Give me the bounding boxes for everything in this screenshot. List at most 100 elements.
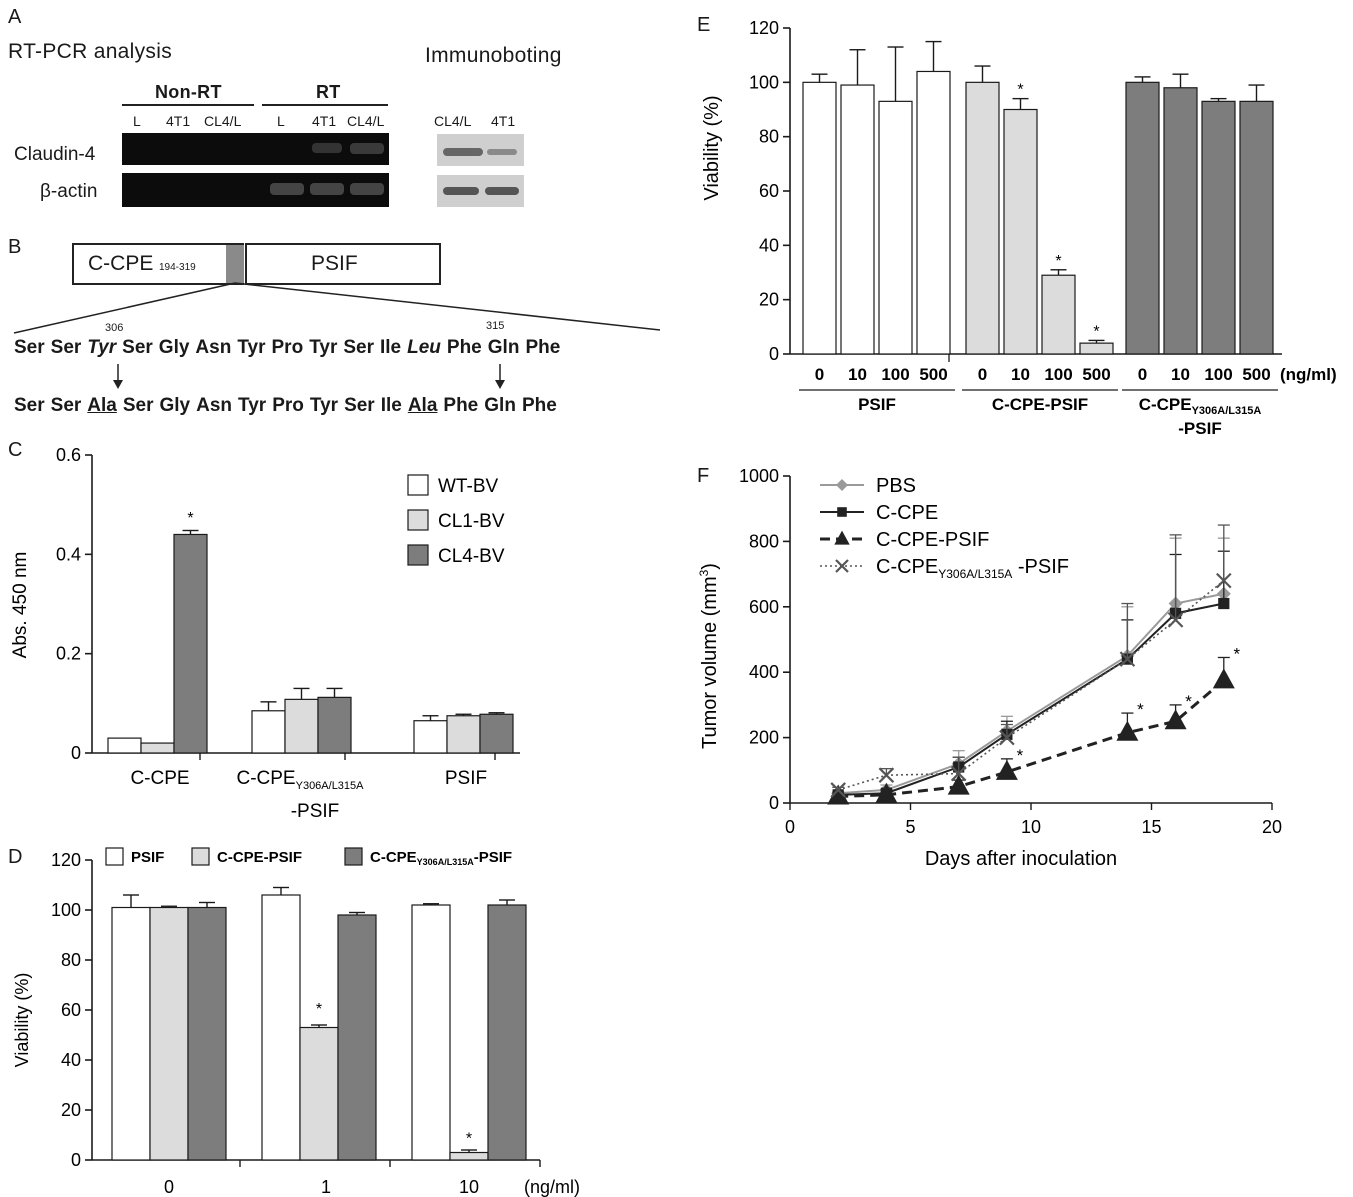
- dose-label: 100: [1204, 365, 1232, 384]
- data-point: [875, 782, 898, 803]
- legend-label: C-CPE-PSIF: [217, 849, 302, 866]
- data-point: [1116, 720, 1139, 741]
- y-tick-label: 400: [749, 662, 779, 682]
- lane-label: L: [133, 113, 141, 129]
- bar: [878, 100, 913, 355]
- wildtype-sequence: Ser Ser Tyr Ser Gly Asn Tyr Pro Tyr Ser Ile Leu Phe G…: [14, 337, 566, 359]
- construct-box-ccpe: C-CPE 194-319: [72, 243, 228, 285]
- amino-acid: Ser: [344, 395, 375, 416]
- x-category-label: 10: [459, 1177, 479, 1197]
- bar: [1163, 87, 1198, 355]
- bar: [916, 70, 951, 355]
- blot-beta-actin: [437, 175, 524, 207]
- amino-acid: Gln: [484, 395, 516, 416]
- data-point: [834, 530, 850, 545]
- bar: [1079, 342, 1114, 355]
- bar: [149, 906, 189, 1161]
- amino-acid: Leu: [407, 337, 441, 358]
- dose-label: 500: [919, 365, 947, 384]
- legend-label: PSIF: [131, 849, 164, 866]
- amino-acid: Pro: [272, 395, 304, 416]
- x-category-label: 1: [321, 1177, 331, 1197]
- linker-region: [226, 243, 244, 285]
- lane-label: 4T1: [491, 113, 516, 129]
- legend-swatch: [344, 847, 363, 866]
- data-point: [999, 729, 1015, 746]
- bar: [107, 737, 142, 754]
- y-tick-label: 80: [759, 127, 779, 147]
- series-line: [837, 580, 1225, 791]
- chart-c: 0 0.2 0.4 0.6 Abs. 450 nm * C-CPE C-CPEY306A/L3…: [10, 445, 520, 822]
- series-line: [838, 679, 1225, 798]
- bar: [140, 742, 175, 754]
- legend-swatch: [407, 509, 429, 531]
- amino-acid: Ser: [50, 395, 82, 416]
- amino-acid: Ala: [87, 395, 117, 416]
- unit-label: (ng/ml): [1280, 365, 1337, 384]
- group-label-rt: RT: [316, 82, 341, 102]
- bar: [187, 906, 227, 1161]
- amino-acid: Gly: [159, 395, 191, 416]
- position-315: 315: [486, 320, 505, 332]
- amino-acid: Ser: [343, 337, 374, 358]
- significance-star: *: [1137, 700, 1144, 719]
- bar: [802, 81, 837, 355]
- series-line: [838, 602, 1224, 796]
- data-point: [830, 782, 846, 798]
- amino-acid: Tyr: [309, 337, 338, 358]
- bar: [449, 1151, 489, 1161]
- panel-b-letter: B: [8, 236, 22, 258]
- construct-box-psif: PSIF: [245, 243, 441, 285]
- amino-acid: Tyr: [309, 395, 339, 416]
- legend-label: C-CPEY306A/L315A-PSIF: [370, 849, 512, 867]
- dose-label: 500: [1082, 365, 1110, 384]
- x-category-label: PSIF: [445, 768, 487, 789]
- y-axis-label: Abs. 450 nm: [10, 552, 31, 659]
- bar: [1125, 81, 1160, 355]
- nonrt-bracket: [122, 104, 254, 106]
- bar: [317, 696, 352, 754]
- x-category-label: C-CPEY306A/L315A: [236, 768, 364, 792]
- rt-bracket: [262, 104, 388, 106]
- amino-acid: Gln: [487, 337, 520, 358]
- y-tick-label: 0: [769, 344, 779, 364]
- bar: [111, 906, 151, 1161]
- y-tick-label: 20: [61, 1100, 81, 1120]
- legend-label: C-CPEY306A/L315A -PSIF: [876, 556, 1069, 581]
- mutant-sequence: Ser Ser Ala Ser Gly Asn Tyr Pro Tyr Ser Ile Ala Phe G…: [14, 395, 563, 417]
- chart-f: 0 200 400 600 800 1000 0 5 10 15 20 Days after inoc…: [697, 466, 1282, 870]
- y-tick-label: 100: [51, 900, 81, 920]
- x-axis-label: Days after inoculation: [925, 848, 1117, 870]
- group-label: C-CPE-PSIF: [992, 395, 1088, 414]
- amino-acid: Ile: [380, 395, 402, 416]
- ccpe-box-label: C-CPE: [88, 252, 154, 275]
- legend-label: C-CPE-PSIF: [876, 529, 989, 551]
- significance-star: *: [1185, 692, 1192, 711]
- y-tick-label: 60: [759, 181, 779, 201]
- y-tick-label: 0.2: [56, 644, 81, 664]
- data-point: [827, 784, 850, 805]
- data-point: [836, 479, 848, 491]
- significance-star: *: [466, 1131, 472, 1148]
- group-label: C-CPEY306A/L315A: [1139, 395, 1262, 417]
- amino-acid: Ser: [122, 395, 154, 416]
- y-axis-label: Tumor volume (mm3): [697, 563, 721, 749]
- bar: [261, 894, 301, 1161]
- significance-star: *: [187, 510, 193, 527]
- position-306: 306: [105, 322, 124, 334]
- panel-c-letter: C: [8, 439, 23, 461]
- gel-beta-actin: [122, 173, 389, 207]
- y-tick-label: 100: [749, 72, 779, 92]
- amino-acid: Ser: [14, 337, 45, 358]
- y-tick-label: 120: [749, 18, 779, 38]
- ccpe-box-subscript: 194-319: [159, 262, 196, 273]
- panel-a-letter: A: [8, 6, 22, 28]
- dose-label: 100: [881, 365, 909, 384]
- amino-acid: Tyr: [87, 337, 117, 358]
- y-tick-label: 0: [71, 1150, 81, 1170]
- dose-label: 0: [978, 365, 987, 384]
- x-category-label: C-CPE: [130, 768, 189, 789]
- legend-label: WT-BV: [438, 476, 498, 497]
- amino-acid: Gly: [158, 337, 190, 358]
- bar: [1003, 108, 1038, 355]
